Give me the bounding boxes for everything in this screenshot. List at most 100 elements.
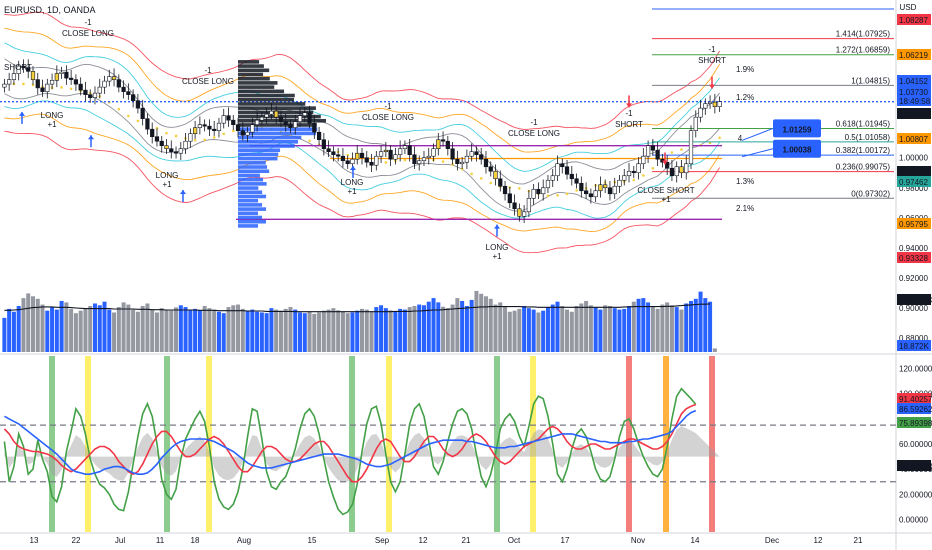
candle-body[interactable] xyxy=(202,124,207,127)
candle-body[interactable] xyxy=(30,71,36,80)
candle-body[interactable] xyxy=(588,193,593,198)
candle-body[interactable] xyxy=(526,197,531,213)
candle-body[interactable] xyxy=(331,151,336,156)
candle-body[interactable] xyxy=(645,145,651,157)
candle-body[interactable] xyxy=(383,149,388,153)
candle-body[interactable] xyxy=(440,139,446,142)
candle-body[interactable] xyxy=(679,166,684,174)
candle-body[interactable] xyxy=(607,187,613,195)
candle-body[interactable] xyxy=(288,124,293,128)
candle-body[interactable] xyxy=(111,76,117,80)
candle-body[interactable] xyxy=(250,124,255,133)
candle-body[interactable] xyxy=(107,76,112,82)
candle-body[interactable] xyxy=(64,71,69,79)
candle-body[interactable] xyxy=(531,188,536,199)
candle-body[interactable] xyxy=(622,175,627,181)
candle-body[interactable] xyxy=(154,136,160,142)
candle-body[interactable] xyxy=(212,128,217,131)
candle-body[interactable] xyxy=(698,107,703,118)
candle-body[interactable] xyxy=(188,133,193,142)
candle-body[interactable] xyxy=(421,157,427,162)
candle-body[interactable] xyxy=(340,155,346,162)
candle-body[interactable] xyxy=(402,145,408,150)
candle-body[interactable] xyxy=(321,139,326,150)
candle-body[interactable] xyxy=(603,184,608,189)
candle-body[interactable] xyxy=(216,122,222,131)
candle-body[interactable] xyxy=(460,161,465,165)
candle-body[interactable] xyxy=(283,121,288,125)
candle-body[interactable] xyxy=(235,124,241,131)
candle-body[interactable] xyxy=(316,131,322,140)
candle-body[interactable] xyxy=(545,179,551,189)
candle-body[interactable] xyxy=(11,73,17,80)
candle-body[interactable] xyxy=(121,86,126,92)
candle-body[interactable] xyxy=(293,121,298,128)
candle-body[interactable] xyxy=(412,154,417,165)
candle-body[interactable] xyxy=(45,83,50,92)
candle-body[interactable] xyxy=(21,65,26,68)
candle-body[interactable] xyxy=(522,211,527,217)
candle-body[interactable] xyxy=(655,149,660,160)
candle-body[interactable] xyxy=(254,119,260,125)
candle-body[interactable] xyxy=(684,163,689,174)
candle-body[interactable] xyxy=(221,115,226,124)
candle-body[interactable] xyxy=(173,151,179,154)
candle-body[interactable] xyxy=(626,170,632,177)
candle-body[interactable] xyxy=(140,107,145,119)
candle-body[interactable] xyxy=(431,148,436,157)
candle-body[interactable] xyxy=(617,179,622,187)
candle-body[interactable] xyxy=(116,79,121,88)
candle-body[interactable] xyxy=(49,80,55,85)
candle-body[interactable] xyxy=(631,170,636,174)
candle-body[interactable] xyxy=(350,158,355,165)
candle-body[interactable] xyxy=(312,122,317,133)
candle-body[interactable] xyxy=(650,145,655,151)
candle-body[interactable] xyxy=(417,160,422,165)
candle-body[interactable] xyxy=(73,79,79,85)
candle-body[interactable] xyxy=(164,145,169,150)
candle-body[interactable] xyxy=(393,154,398,160)
candle-body[interactable] xyxy=(712,101,717,107)
candle-body[interactable] xyxy=(498,178,503,187)
candle-body[interactable] xyxy=(464,155,470,163)
candle-body[interactable] xyxy=(502,185,508,195)
candle-body[interactable] xyxy=(378,151,384,157)
candle-body[interactable] xyxy=(35,79,40,89)
candle-body[interactable] xyxy=(355,152,360,160)
candle-body[interactable] xyxy=(483,158,489,168)
candle-body[interactable] xyxy=(641,155,646,165)
price-callout[interactable] xyxy=(773,119,821,138)
candle-body[interactable] xyxy=(517,208,522,217)
candle-body[interactable] xyxy=(688,130,694,165)
candle-body[interactable] xyxy=(197,124,202,128)
candle-body[interactable] xyxy=(326,148,331,153)
candle-body[interactable] xyxy=(274,110,279,118)
candle-body[interactable] xyxy=(88,94,93,98)
candle-body[interactable] xyxy=(7,79,12,85)
candle-body[interactable] xyxy=(2,83,7,88)
candle-body[interactable] xyxy=(488,166,493,172)
candle-body[interactable] xyxy=(264,113,269,118)
candle-body[interactable] xyxy=(455,158,460,165)
candle-body[interactable] xyxy=(374,155,379,166)
candle-body[interactable] xyxy=(307,112,312,124)
candle-body[interactable] xyxy=(388,149,393,160)
candle-body[interactable] xyxy=(16,65,21,74)
candle-body[interactable] xyxy=(40,87,45,92)
candle-body[interactable] xyxy=(131,94,136,101)
candle-body[interactable] xyxy=(612,185,617,195)
candle-body[interactable] xyxy=(226,115,231,121)
candle-body[interactable] xyxy=(560,163,565,168)
candle-body[interactable] xyxy=(345,160,350,165)
candle-body[interactable] xyxy=(102,80,107,88)
candle-body[interactable] xyxy=(579,182,584,192)
candle-body[interactable] xyxy=(541,187,546,195)
candle-body[interactable] xyxy=(83,89,88,95)
candle-body[interactable] xyxy=(436,139,441,150)
candle-body[interactable] xyxy=(479,154,484,160)
candle-body[interactable] xyxy=(407,145,412,156)
candle-body[interactable] xyxy=(207,125,212,130)
candle-body[interactable] xyxy=(574,178,579,184)
candle-body[interactable] xyxy=(78,83,83,91)
